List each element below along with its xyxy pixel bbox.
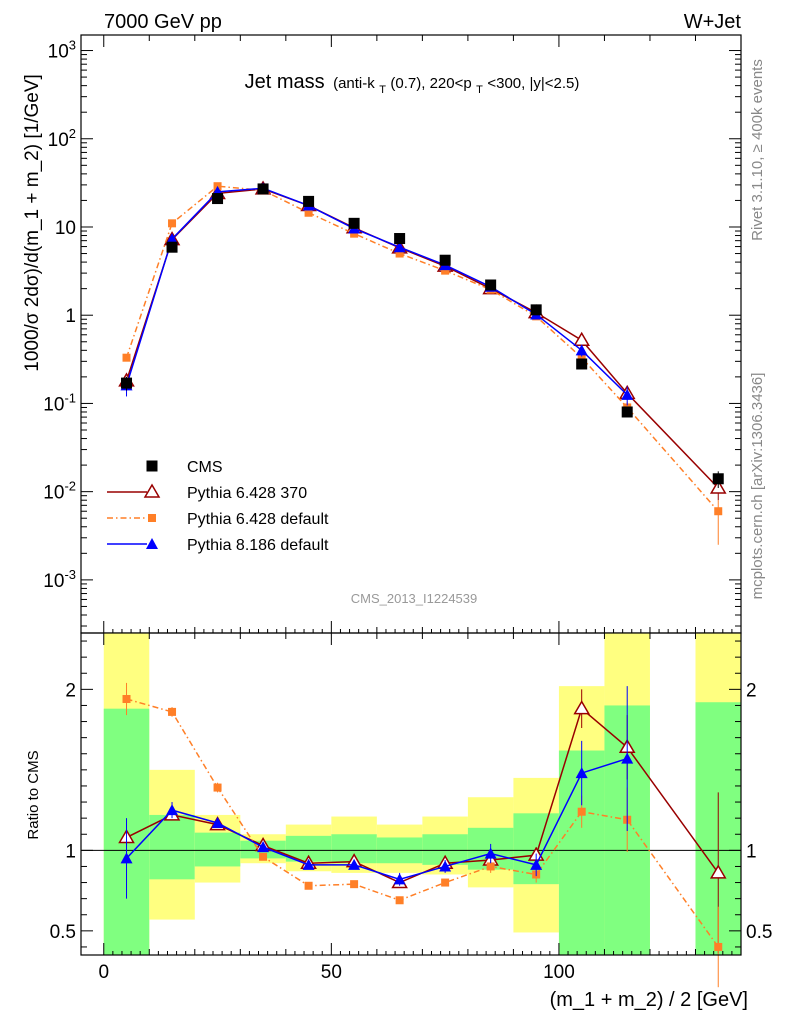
main-point-pythia-8-186-default-10 (575, 344, 588, 356)
ratio-ytick-label-right: 2 (746, 680, 757, 701)
legend-label-pythia-6-428-370: Pythia 6.428 370 (187, 485, 307, 502)
main-ytick-label: 10-3 (43, 567, 76, 592)
analysis-id: CMS_2013_I1224539 (351, 591, 478, 606)
main-point-cms-10 (576, 358, 588, 370)
header-right: W+Jet (684, 11, 742, 33)
legend-marker-cms (146, 460, 158, 472)
ratio-point-pythia-6-428-default-7 (441, 878, 450, 887)
ratio-point-pythia-6-428-default-0 (122, 695, 131, 704)
main-panel (118, 180, 727, 545)
rivet-label: Rivet 3.1.10, ≥ 400k events (749, 59, 766, 241)
main-point-pythia-6-428-default-5 (350, 229, 359, 238)
ratio-ytick-label-right: 1 (746, 841, 757, 862)
title-sub: (anti-k (333, 75, 375, 92)
legend-marker-pythia-6-428-370 (143, 483, 161, 498)
main-point-cms-6 (394, 233, 406, 245)
main-point-cms-3 (257, 183, 269, 195)
main-point-pythia-6-428-default-0 (122, 353, 131, 362)
ratio-point-pythia-6-428-default-10 (577, 807, 586, 816)
main-ytick-label: 10 (55, 218, 76, 239)
main-point-pythia-6-428-default-4 (304, 208, 313, 217)
legend-label-cms: CMS (187, 459, 223, 476)
ratio-point-pythia-6-428-default-8 (486, 862, 495, 871)
main-point-pythia-6-428-default-6 (395, 249, 404, 258)
ratio-ytick-label-left: 0.5 (50, 922, 76, 943)
green-band-1 (149, 814, 195, 880)
ratio-point-pythia-6-428-default-5 (350, 880, 359, 889)
main-point-cms-9 (530, 304, 542, 316)
main-ylabel: 1000/σ 2dσ)/d(m_1 + m_2) [1/GeV] (22, 74, 43, 372)
title-main: Jet mass (245, 71, 325, 93)
main-point-pythia-6-428-default-1 (168, 219, 177, 228)
green-band-2 (194, 832, 241, 867)
ratio-ylabel: Ratio to CMS (25, 750, 42, 839)
legend-marker-pythia-6-428-default (148, 514, 156, 522)
title-sub-t1: T (379, 84, 386, 96)
ratio-panel-axes: 0 50 100 0.5 0.5 1 1 2 2 (50, 632, 772, 983)
main-point-cms-2 (212, 193, 224, 205)
ratio-frame (80, 632, 742, 956)
ratio-point-pythia-6-428-default-4 (304, 881, 313, 890)
ratio-ytick-label-right: 0.5 (746, 922, 772, 943)
main-point-cms-12 (712, 473, 724, 485)
main-point-cms-0 (121, 377, 133, 389)
ratio-point-pythia-6-428-default-12 (714, 942, 723, 951)
title-sub-mid: (0.7), 220<p (390, 75, 471, 92)
main-point-pythia-6-428-default-10 (577, 353, 586, 362)
legend: CMS Pythia 6.428 370 Pythia 6.428 default P… (107, 459, 329, 554)
main-ytick-label: 10-2 (43, 479, 76, 504)
main-point-pythia-6-428-default-7 (441, 266, 450, 275)
ratio-point-pythia-8-186-default-8 (484, 847, 497, 859)
main-point-pythia-8-186-default-1 (166, 233, 179, 245)
ratio-point-pythia-8-186-default-10 (575, 767, 588, 779)
main-point-cms-11 (621, 406, 633, 418)
legend-label-pythia-6-428-default: Pythia 6.428 default (187, 511, 329, 528)
ratio-point-pythia-6-428-default-2 (213, 783, 222, 792)
ratio-point-pythia-8-186-default-6 (393, 873, 406, 885)
main-line-pythia-8-186-default (125, 187, 628, 396)
ratio-xtick-label: 0 (98, 962, 109, 983)
ratio-point-pythia-8-186-default-9 (530, 858, 543, 870)
mcplots-label: mcplots.cern.ch [arXiv:1306.3436] (749, 373, 766, 600)
main-point-cms-8 (485, 279, 497, 291)
ratio-point-pythia-8-186-default-1 (166, 804, 179, 816)
legend-marker-pythia-8-186-default (146, 538, 158, 549)
ratio-point-pythia-8-186-default-3 (257, 841, 270, 853)
ratio-ytick-label-left: 1 (65, 841, 76, 862)
main-point-cms-4 (303, 195, 315, 207)
main-ytick-label: 103 (48, 38, 76, 63)
ratio-point-pythia-8-186-default-11 (621, 752, 634, 764)
main-ytick-label: 1 (65, 306, 76, 327)
chart-title: Jet mass (anti-k T (0.7), 220<p T <300, … (245, 71, 580, 97)
legend-label-pythia-8-186-default: Pythia 8.186 default (187, 537, 329, 554)
main-point-cms-5 (348, 217, 360, 229)
ratio-point-pythia-6-428-default-6 (395, 896, 404, 905)
main-point-pythia-8-186-default-6 (393, 241, 406, 253)
ratio-panel (81, 682, 741, 988)
ratio-xlabel: (m_1 + m_2) / 2 [GeV] (550, 989, 748, 1011)
ratio-point-pythia-6-428-370-10 (573, 700, 590, 715)
ratio-point-pythia-8-186-default-5 (348, 858, 361, 870)
ratio-point-pythia-8-186-default-7 (439, 860, 452, 872)
main-ytick-label: 10-1 (43, 390, 76, 415)
ratio-line-pythia-8-186-default (125, 757, 628, 881)
main-point-cms-7 (439, 254, 451, 266)
ratio-point-pythia-6-428-default-3 (259, 852, 268, 861)
main-ytick-label: 102 (48, 126, 76, 151)
header-left: 7000 GeV pp (104, 11, 222, 33)
ratio-ytick-label-left: 2 (65, 680, 76, 701)
ratio-point-pythia-6-428-370-12 (709, 864, 727, 879)
title-sub-end: <300, |y|<2.5) (487, 75, 579, 92)
ratio-point-pythia-6-428-default-1 (168, 707, 177, 716)
ratio-point-pythia-8-186-default-0 (120, 852, 133, 864)
main-point-cms-1 (166, 241, 178, 253)
title-sub-t2: T (476, 84, 483, 96)
ratio-point-pythia-8-186-default-2 (211, 816, 224, 828)
ratio-xtick-label: 100 (543, 962, 575, 983)
main-point-pythia-6-428-default-12 (714, 507, 723, 516)
ratio-xtick-label: 50 (321, 962, 342, 983)
ratio-point-pythia-8-186-default-4 (302, 858, 315, 870)
main-point-pythia-8-186-default-11 (621, 388, 634, 400)
